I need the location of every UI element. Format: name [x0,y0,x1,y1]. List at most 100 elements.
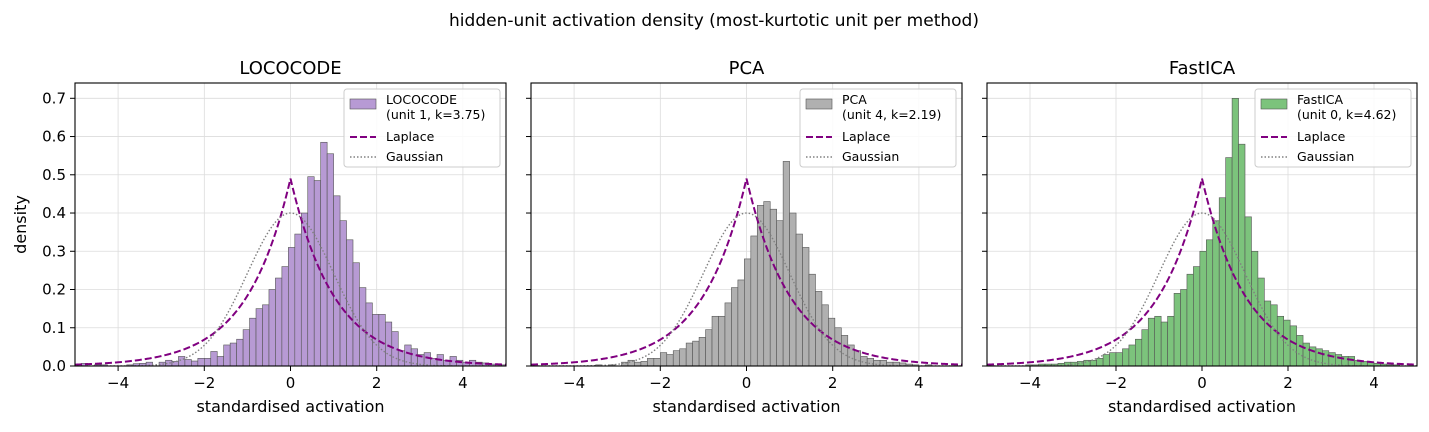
histogram-bar [672,350,680,366]
histogram-bar [853,350,862,366]
histogram-bar [1154,315,1162,366]
histogram-bar [242,329,250,366]
x-tick-label: −4 [107,374,129,392]
reference-curves [531,178,962,366]
figure-suptitle: hidden-unit activation density (most-kur… [449,11,979,31]
histogram-bar [313,180,321,366]
x-axis-label: standardised activation [196,397,384,416]
legend-swatch-histogram [349,98,377,110]
laplace-curve [987,178,1417,366]
legend-label-gaussian: Gaussian [1297,149,1354,164]
histogram-bar [1141,329,1149,366]
y-axis-label: density [11,195,30,254]
histogram-bar [1096,358,1104,366]
histogram-bar [210,351,218,366]
histogram-bar [647,358,655,366]
histogram-bar [1335,354,1343,366]
legend-box [1254,88,1412,168]
histogram-bar [339,220,347,366]
histogram-bar [1180,289,1188,366]
histogram-bar [1218,197,1226,366]
histogram-bar [1186,273,1194,366]
reference-curves [75,178,506,366]
gaussian-curve [75,212,506,366]
x-tick-label: −4 [563,374,585,392]
legend-box [343,88,501,168]
histogram-bar [737,279,745,366]
histogram-bar [184,359,192,366]
histogram-bar [1173,293,1181,366]
x-tick-label: 4 [458,374,468,392]
histogram-bar [1115,352,1123,366]
legend-swatch-histogram [1260,98,1288,110]
histogram-bars [1025,97,1401,366]
histogram-bar [307,176,315,366]
histogram-bar [191,360,199,366]
histogram-bar [1089,359,1097,366]
histogram-bar [372,314,380,366]
histogram-bar [744,258,752,366]
histogram-bar [262,304,270,366]
histogram-bar [1193,266,1201,366]
x-tick-label: −2 [1105,374,1127,392]
histogram-bar [698,337,706,366]
histogram-bar [634,361,642,366]
legend: PCA(unit 4, k=2.19) Laplace Gaussian [799,88,957,168]
x-tick-label: 2 [1283,374,1293,392]
x-tick-label: 4 [914,374,924,392]
histogram-bar [1147,317,1155,366]
histogram-bar [1270,304,1278,366]
histogram-bar [1206,239,1214,366]
histogram-bar [802,247,810,366]
histogram-bar [275,277,283,366]
histogram-bar [640,361,648,366]
legend-label-histogram-detail: (unit 0, k=4.62) [1297,107,1396,122]
x-tick-label: −2 [193,374,215,392]
histogram-bar [1122,348,1130,366]
legend: FastICA(unit 0, k=4.62) Laplace Gaussian [1254,88,1412,168]
histogram-bar [789,212,797,366]
histogram-bar [795,233,803,366]
histogram-bar [1109,352,1117,366]
histogram-bar [204,358,212,366]
histogram-bar [1347,356,1355,366]
histogram-bar [692,340,700,366]
y-tick-label: 0.4 [42,204,66,222]
histogram-bar [1135,338,1143,366]
chart-panel-0: −4 −2 0 2 4 0.0 0.1 0.2 0.3 0.4 0.5 0.6 0.7 LOCOCODE s… [11,58,507,416]
gaussian-curve [531,212,962,366]
histogram-bar [769,208,777,366]
legend-label-laplace: Laplace [842,129,891,144]
histogram-bar [216,356,224,366]
histogram-bar [1296,335,1304,366]
histogram-bar [1238,143,1246,366]
histogram-bar [1257,277,1265,366]
histogram-bar [378,314,386,366]
legend-label-gaussian: Gaussian [386,149,443,164]
histogram-bar [711,315,719,366]
histogram-bar [718,315,726,366]
histogram-bar [659,352,668,366]
y-tick-label: 0.5 [42,166,66,184]
histogram-bar [385,321,393,366]
histogram-bar [841,335,849,366]
histogram-bar [860,356,868,366]
histogram-bar [178,356,186,366]
x-axis-label: standardised activation [1108,397,1296,416]
legend: LOCOCODE(unit 1, k=3.75) Laplace Gaussian [343,88,501,168]
histogram-bar [653,358,661,366]
histogram-bar [294,233,302,366]
histogram-bar [679,348,687,366]
histogram-bar [731,287,739,366]
histogram-bar [236,338,244,366]
histogram-bar [346,239,354,366]
histogram-bar [1289,325,1297,366]
x-tick-label: 2 [372,374,382,392]
histogram-bar [397,350,406,366]
y-tick-label: 0.0 [42,357,66,375]
histogram-bar [866,358,874,366]
histogram-bar [705,329,713,366]
chart-panel-2: −4 −2 0 2 4 FastICA standardised activation Fas… [982,58,1418,416]
